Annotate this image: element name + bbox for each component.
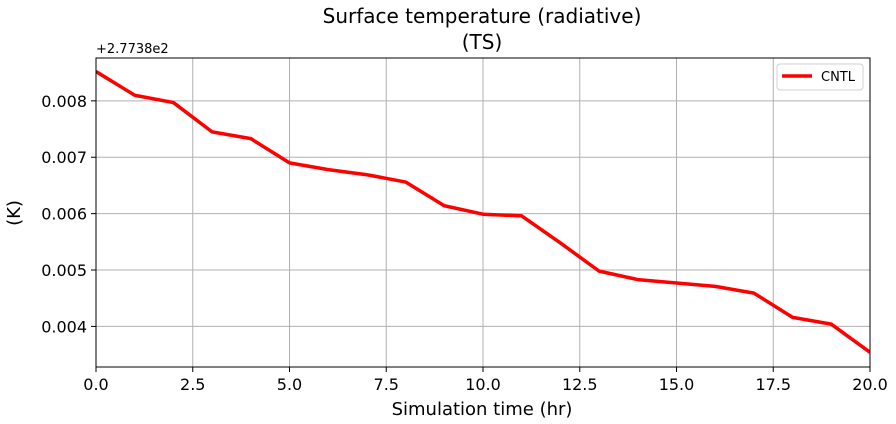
- y-tick-label: 0.008: [41, 92, 87, 111]
- axis-ticks: 0.0 2.5 5.0 7.5 10.0 12.5 15.0 17.5 20.0 0.004 0.0…: [41, 92, 888, 394]
- x-tick-label: 20.0: [852, 375, 888, 394]
- plot-frame: [95, 57, 871, 368]
- legend-box: [776, 63, 864, 91]
- x-tick-label: 12.5: [562, 375, 598, 394]
- grid: [95, 58, 871, 367]
- x-tick-label: 15.0: [659, 375, 695, 394]
- legend-label-cntl: CNTL: [821, 70, 856, 85]
- y-tick-label: 0.006: [41, 205, 87, 224]
- y-tick-label: 0.005: [41, 261, 87, 280]
- legend: CNTL: [776, 63, 864, 91]
- y-offset-label: +2.7738e2: [96, 42, 169, 57]
- series-line-cntl: [96, 70, 870, 354]
- x-tick-label: 5.0: [277, 375, 302, 394]
- chart-title-line2: (TS): [462, 30, 503, 54]
- x-tick-label: 17.5: [755, 375, 791, 394]
- x-tick-label: 10.0: [465, 375, 501, 394]
- y-axis-label: (K): [4, 200, 25, 226]
- y-tick-label: 0.004: [41, 317, 87, 336]
- y-tick-label: 0.007: [41, 148, 87, 167]
- x-axis-label: Simulation time (hr): [392, 399, 573, 420]
- x-tick-label: 0.0: [83, 375, 108, 394]
- x-tick-label: 2.5: [180, 375, 205, 394]
- series-layer: [96, 70, 870, 354]
- x-tick-label: 7.5: [374, 375, 399, 394]
- chart-title-line1: Surface temperature (radiative): [323, 4, 642, 28]
